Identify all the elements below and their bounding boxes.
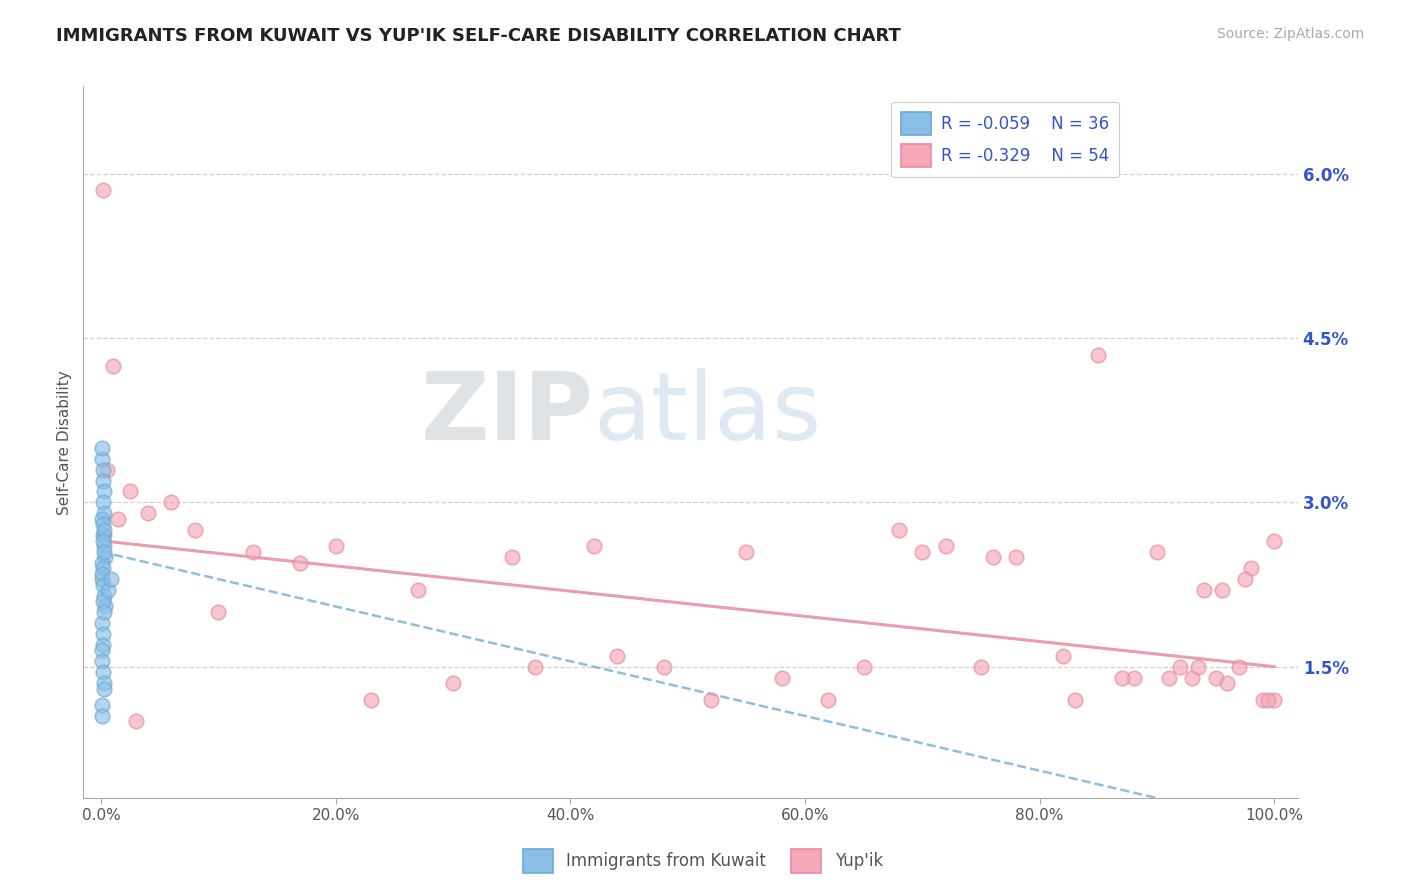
Legend: Immigrants from Kuwait, Yup'ik: Immigrants from Kuwait, Yup'ik [516,842,890,880]
Point [101,359,124,373]
Point [125,714,148,729]
Point [184,523,207,537]
Point [852,659,875,673]
Point [1257,692,1279,706]
Point [93,589,115,603]
Point [91,615,114,630]
Point [1111,671,1133,685]
Point [1157,671,1180,685]
Point [911,545,934,559]
Point [91,441,114,455]
Point [94,550,117,565]
Point [91,495,114,509]
Point [136,507,159,521]
Text: Source: ZipAtlas.com: Source: ZipAtlas.com [1216,27,1364,41]
Point [935,539,957,553]
Point [100,572,122,586]
Point [700,692,723,706]
Point [735,545,758,559]
Point [817,692,839,706]
Point [93,676,115,690]
Point [652,659,675,673]
Point [582,539,605,553]
Point [93,577,115,591]
Point [93,528,115,542]
Point [90,698,112,712]
Point [91,709,114,723]
Point [981,550,1004,565]
Point [94,599,117,614]
Text: IMMIGRANTS FROM KUWAIT VS YUP'IK SELF-CARE DISABILITY CORRELATION CHART: IMMIGRANTS FROM KUWAIT VS YUP'IK SELF-CA… [56,27,901,45]
Point [91,533,114,548]
Point [93,539,115,553]
Text: ZIP: ZIP [420,368,593,459]
Point [1240,561,1263,575]
Point [91,638,114,652]
Point [93,523,115,537]
Point [501,550,523,565]
Text: atlas: atlas [593,368,821,459]
Point [91,183,114,197]
Point [207,605,229,619]
Point [91,517,114,532]
Point [1234,572,1257,586]
Point [1216,676,1239,690]
Point [107,512,129,526]
Point [1263,692,1285,706]
Point [91,561,114,575]
Point [1211,582,1233,597]
Point [1251,692,1274,706]
Point [887,523,910,537]
Point [96,462,118,476]
Point [91,556,114,570]
Point [91,474,114,488]
Point [93,605,115,619]
Point [1087,348,1109,362]
Point [970,659,993,673]
Point [606,648,628,663]
Point [93,484,115,499]
Point [1187,659,1209,673]
Point [1005,550,1028,565]
Point [406,582,429,597]
Point [91,451,114,466]
Point [93,594,115,608]
Point [1192,582,1215,597]
Point [325,539,347,553]
Point [1146,545,1168,559]
Point [160,495,183,509]
Point [1063,692,1085,706]
Point [1205,671,1227,685]
Point [90,566,112,581]
Point [93,507,115,521]
Point [290,556,312,570]
Point [1263,533,1285,548]
Point [360,692,382,706]
Y-axis label: Self-Care Disability: Self-Care Disability [58,370,72,515]
Point [1227,659,1250,673]
Point [91,665,114,680]
Point [91,572,114,586]
Point [90,512,112,526]
Point [91,654,114,668]
Point [524,659,547,673]
Point [90,643,112,657]
Point [97,582,120,597]
Point [93,681,115,696]
Point [242,545,264,559]
Point [1170,659,1192,673]
Point [1181,671,1204,685]
Point [441,676,464,690]
Point [120,484,142,499]
Point [91,627,114,641]
Legend: R = -0.059    N = 36, R = -0.329    N = 54: R = -0.059 N = 36, R = -0.329 N = 54 [891,102,1119,178]
Point [91,462,114,476]
Point [93,545,115,559]
Point [1122,671,1144,685]
Point [1052,648,1074,663]
Point [770,671,793,685]
Point [93,528,115,542]
